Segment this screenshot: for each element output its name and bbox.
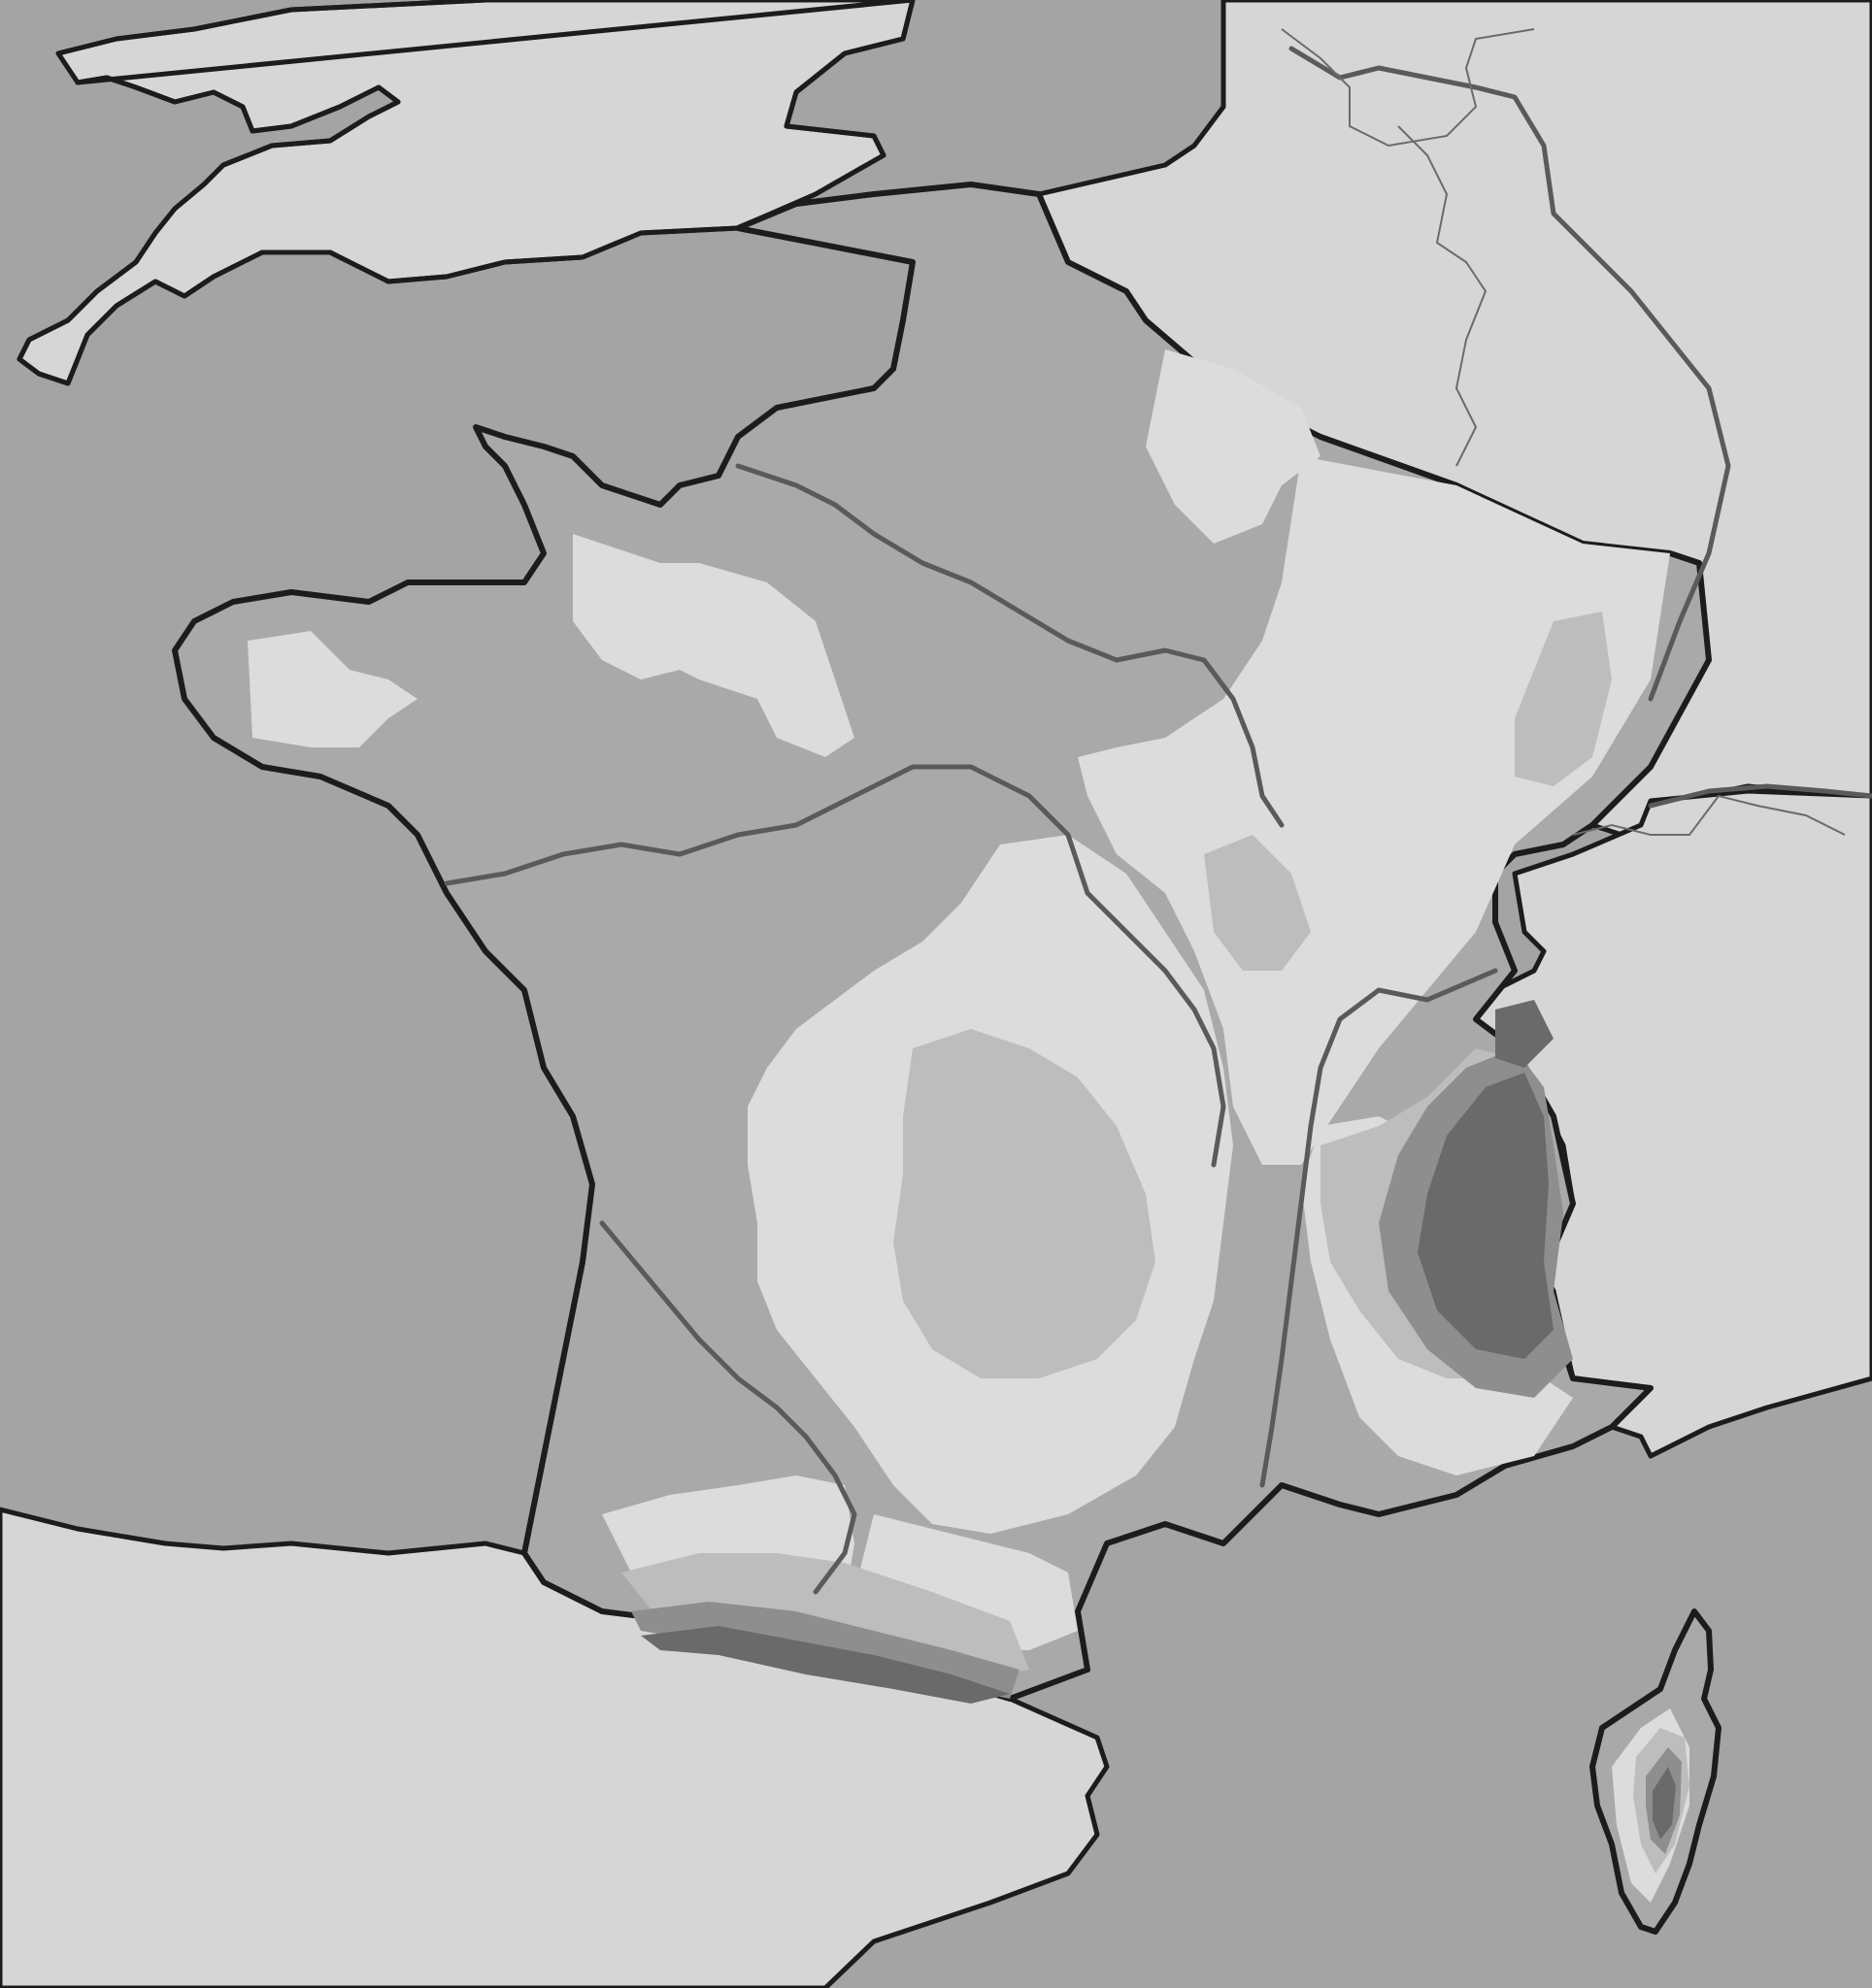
rhine-tributary (1648, 783, 1872, 809)
relief-vosges-jura-band (1078, 456, 1670, 1165)
relief-massif-central-inner (893, 1029, 1155, 1378)
garonne-river (599, 1220, 857, 1595)
swiss-border (1572, 794, 1846, 836)
belgium-border (1281, 28, 1535, 148)
england-coastline (17, 0, 916, 386)
rhine-river (1288, 46, 1731, 702)
relief-jura (1204, 835, 1311, 971)
loire-river (444, 764, 1226, 1168)
relief-brittany-plateau (248, 631, 418, 747)
seine-river (735, 463, 1285, 828)
relief-pyrenees-peaks (641, 1626, 1010, 1704)
rhone-river (1259, 968, 1498, 1488)
relief-corsica-peaks (1653, 1767, 1676, 1839)
luxembourg-border (1397, 125, 1488, 467)
relief-alps-peaks (1418, 1073, 1554, 1359)
relief-normandy-hills (573, 534, 854, 757)
relief-ardennes (1146, 349, 1320, 544)
relief-mont-blanc (1495, 1000, 1554, 1068)
relief-vosges (1515, 612, 1612, 786)
